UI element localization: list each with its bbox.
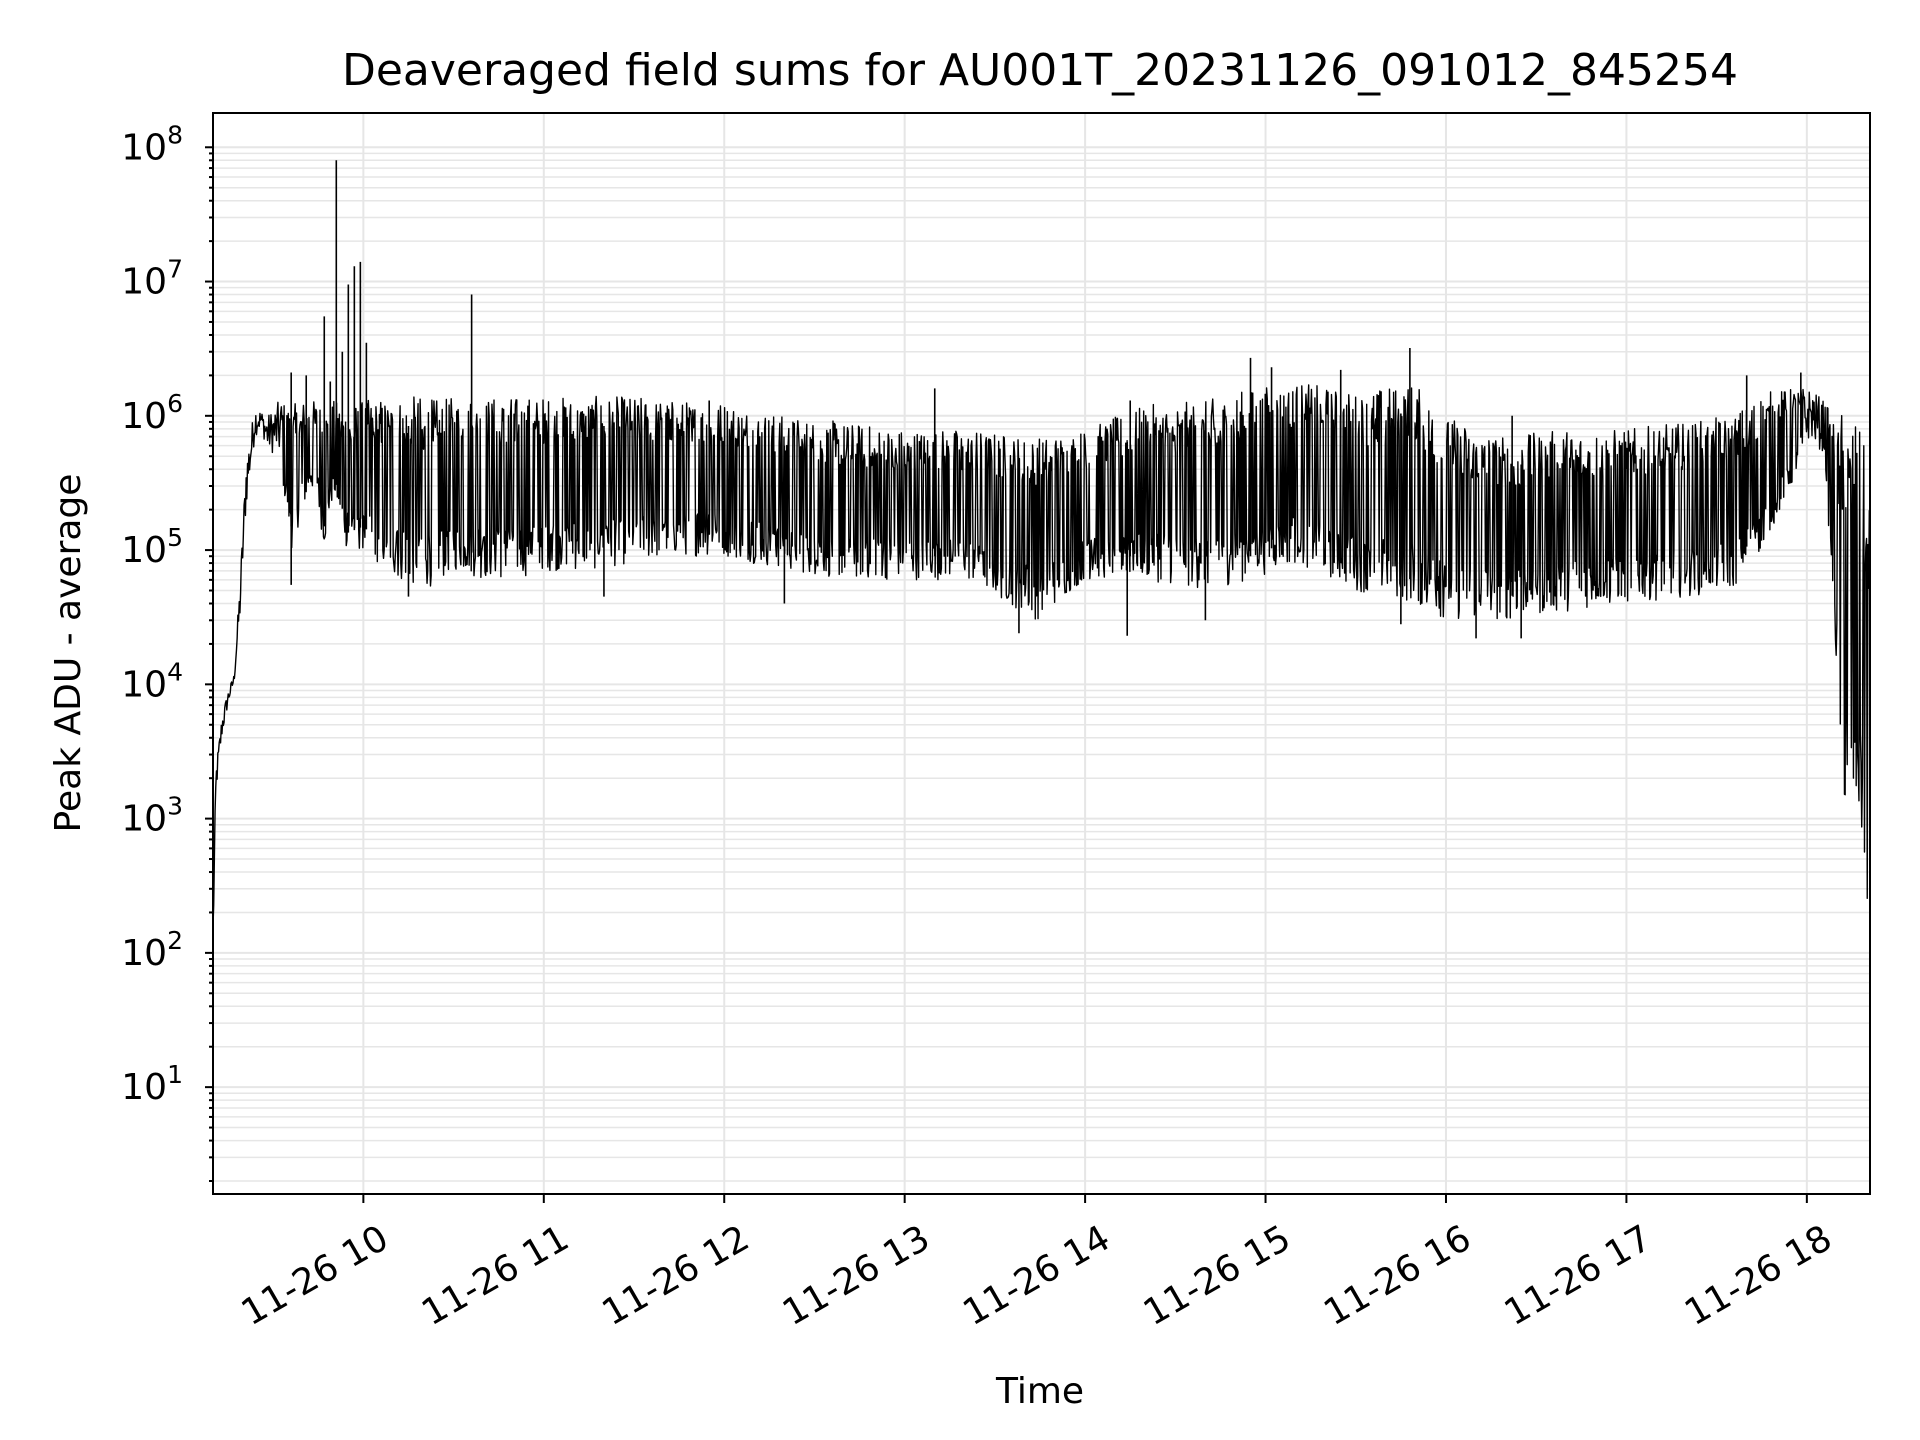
data-series [212, 160, 1871, 927]
series-line [212, 384, 1871, 927]
y-tick-label: 105 [121, 523, 183, 571]
grid [213, 113, 1870, 1194]
y-axis-label: Peak ADU - average [48, 474, 89, 833]
ticks [205, 146, 1808, 1203]
x-axis-label: Time [995, 1371, 1084, 1412]
y-tick-label: 102 [121, 926, 183, 974]
y-tick-label: 107 [121, 255, 183, 303]
y-tick-label: 106 [121, 389, 183, 437]
y-tick-label: 104 [121, 657, 183, 705]
chart-title: Deaveraged field sums for AU001T_2023112… [342, 45, 1738, 96]
y-tick-label: 101 [121, 1060, 183, 1108]
y-tick-label: 108 [121, 120, 183, 168]
plot-frame [212, 112, 1871, 1195]
y-tick-label: 103 [121, 792, 183, 840]
